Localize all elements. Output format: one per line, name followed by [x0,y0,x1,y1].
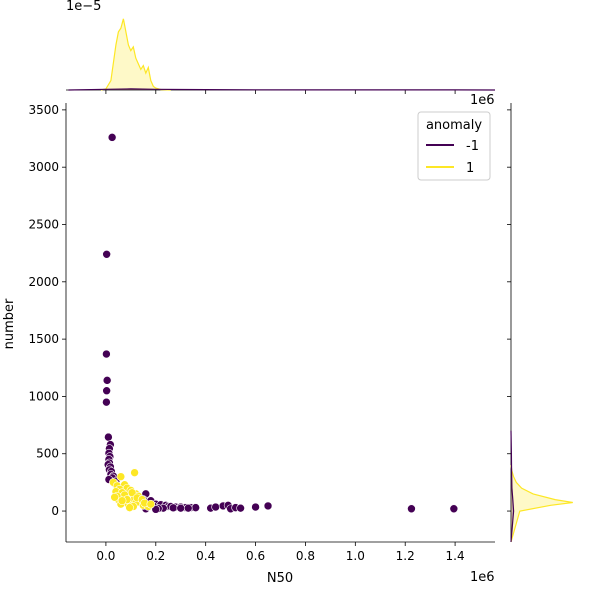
scatter-point-series--1 [449,504,459,514]
scatter-point-series--1 [251,502,260,512]
scatter-point-series-1 [117,496,127,506]
scatter-point-series--1 [191,503,200,512]
y-tick-label: 3500 [28,103,59,117]
x-tick-label: 0.2 [146,549,165,563]
legend-label-series-2: 1 [466,161,474,176]
scatter-point-series-1 [116,472,126,481]
top-marginal-density [66,18,496,94]
x-tick-label: 0.4 [196,549,215,563]
scatter-point-series--1 [168,503,178,513]
x-tick-label: 0.0 [96,549,115,563]
scatter-point-series--1 [211,502,220,512]
scatter-point-series--1 [102,397,111,407]
x-tick-label: 1.2 [396,549,415,563]
legend-title: anomaly [426,118,482,133]
x-axis-label: N50 [267,571,293,586]
scatter-point-series--1 [407,504,416,514]
top-marginal-line-series--1 [68,88,496,91]
right-marginal-fill-series-1 [511,465,573,542]
y-tick-label: 0 [51,504,59,518]
right-marginal-density [507,103,573,543]
top-marginal-line-series-1 [100,18,171,91]
scatter-point-series--1 [102,376,112,385]
scatter-point-series--1 [263,501,273,511]
y-tick-label: 3000 [28,160,59,174]
y-tick-label: 1500 [28,332,59,346]
right-marginal-offset-label: 1e6 [470,93,495,108]
x-axis-ticks: 0.0 0.2 0.4 0.6 0.8 1.0 1.2 1.4 [96,542,465,563]
y-tick-label: 2000 [28,275,59,289]
scatter-point-series--1 [151,505,161,514]
scatter-point-series-1 [127,488,137,498]
scatter-point-series-1 [110,492,119,502]
scatter-point-series--1 [102,349,111,359]
x-tick-label: 1.0 [346,549,365,563]
y-tick-label: 2500 [28,217,59,231]
y-tick-label: 1000 [28,389,59,403]
scatter-point-series--1 [176,503,186,513]
scatter-point-series--1 [236,503,245,513]
scatter-points [102,133,459,514]
scatter-point-series--1 [104,432,113,442]
scatter-point-series-1 [125,503,134,512]
scatter-point-series-1 [130,468,139,477]
x-tick-label: 0.6 [246,549,265,563]
main-scatter-plot: 0.0 0.2 0.4 0.6 0.8 1.0 1.2 1.4 0 500 1000 1500 200… [28,103,495,563]
right-marginal-line-series--1 [510,430,515,543]
legend: anomaly -1 1 [417,111,491,181]
x-tick-label: 1.4 [446,549,465,563]
top-marginal-offset-label: 1e−5 [66,0,101,14]
scatter-point-series--1 [183,503,193,513]
x-tick-label: 0.8 [296,549,315,563]
x-axis-offset-label: 1e6 [470,570,495,585]
y-axis-ticks: 0 500 1000 1500 2000 2500 3000 3500 [28,103,66,518]
top-marginal-fill-series-1 [100,18,171,90]
right-marginal-line-series-1 [510,465,573,543]
scatter-point-series--1 [102,250,111,259]
legend-label-series-1: -1 [466,139,479,154]
scatter-point-series--1 [102,386,111,395]
y-axis-label: number [2,298,17,349]
y-tick-label: 500 [36,447,59,461]
scatter-point-series--1 [107,133,117,142]
scatter-point-series-1 [146,499,156,509]
